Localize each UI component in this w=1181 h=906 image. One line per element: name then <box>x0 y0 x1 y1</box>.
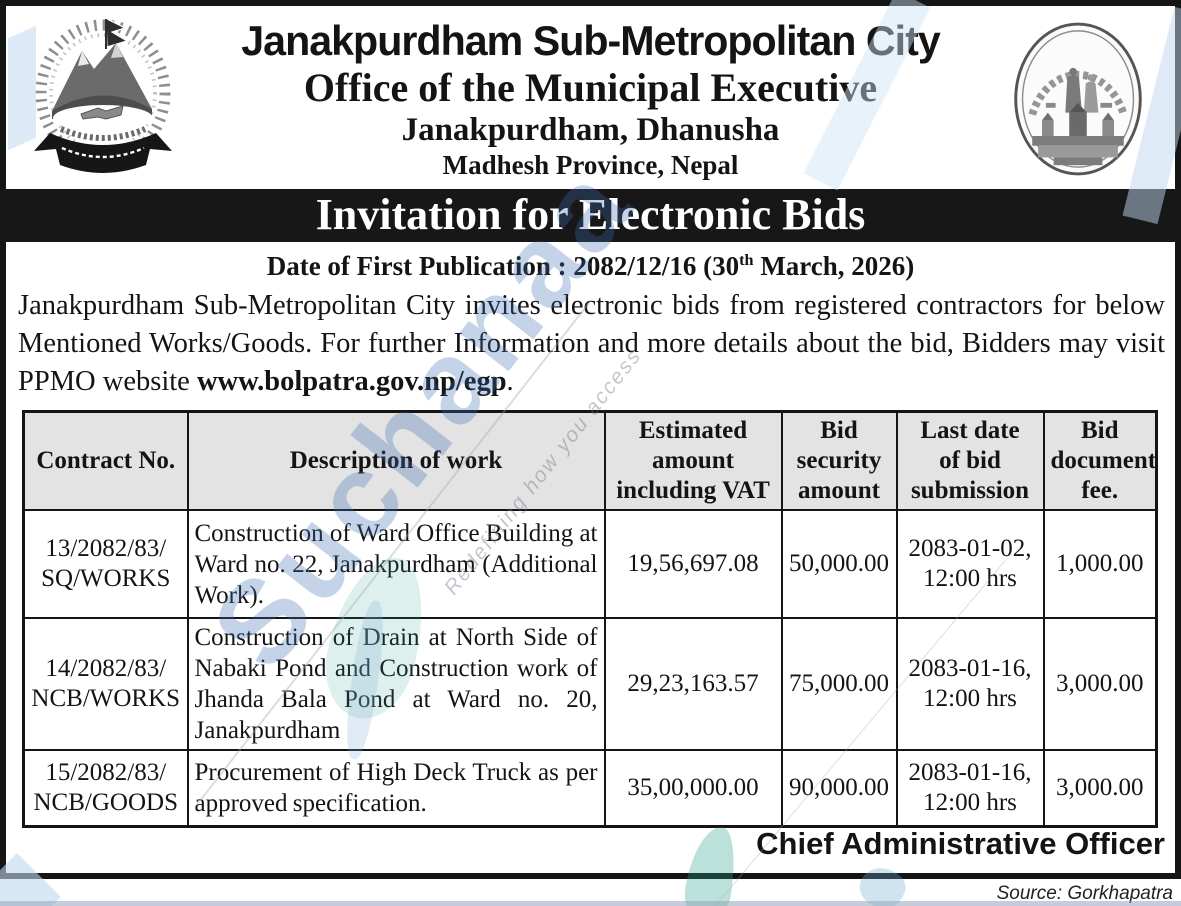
last-date-cell: 2083-01-02, 12:00 hrs <box>895 509 1045 619</box>
nepal-coat-of-arms-logo <box>24 14 182 184</box>
nepal-coat-of-arms-icon <box>34 17 172 173</box>
col-header-estimated-amount: Estimated amount including VAT <box>603 410 783 511</box>
bid-security-cell: 50,000.00 <box>780 509 898 619</box>
document-fee-cell: 3,000.00 <box>1042 617 1158 751</box>
header-titles: Janakpurdham Sub-Metropolitan City Offic… <box>182 15 999 182</box>
signature-line: Chief Administrative Officer <box>756 825 1165 861</box>
estimated-amount-cell: 35,00,000.00 <box>603 749 783 827</box>
table-row: 14/2082/83/ NCB/WORKS Construction of Dr… <box>22 617 1158 751</box>
province-line: Madhesh Province, Nepal <box>442 150 739 180</box>
notice-border-frame <box>0 0 1181 879</box>
contract-no-cell: 13/2082/83/ SQ/WORKS <box>22 509 189 619</box>
municipal-seal-logo <box>999 14 1157 184</box>
contract-no-cell: 14/2082/83/ NCB/WORKS <box>22 617 189 751</box>
notice-body: Date of First Publication : 2082/12/16 (… <box>6 242 1175 861</box>
table-row: 15/2082/83/ NCB/GOODS Procurement of Hig… <box>22 749 1158 827</box>
notice-title: Invitation for Electronic Bids <box>315 190 866 239</box>
description-cell: Construction of Drain at North Side of N… <box>186 617 606 751</box>
publication-date-suffix: March, 2026) <box>753 251 915 281</box>
bid-table: Contract No. Description of work Estimat… <box>22 410 1158 828</box>
janakpurdham-municipal-seal-icon <box>1014 22 1142 175</box>
paragraph-text: Janakpurdham Sub-Metropolitan City invit… <box>18 290 1165 397</box>
description-cell: Construction of Ward Office Building at … <box>186 509 606 619</box>
estimated-amount-cell: 19,56,697.08 <box>603 509 783 619</box>
publication-date-prefix: Date of First Publication : 2082/12/16 (… <box>266 251 740 281</box>
paragraph-period: . <box>506 366 514 397</box>
bid-security-cell: 90,000.00 <box>780 749 898 827</box>
city-line: Janakpurdham, Dhanusha <box>401 112 780 148</box>
last-date-cell: 2083-01-16, 12:00 hrs <box>895 617 1045 751</box>
col-header-document-fee: Bid document fee. <box>1042 410 1158 511</box>
estimated-amount-cell: 29,23,163.57 <box>603 617 783 751</box>
publication-date-ordinal: th <box>739 251 754 269</box>
bid-table-header-row: Contract No. Description of work Estimat… <box>22 410 1158 511</box>
col-header-contract-no: Contract No. <box>22 410 189 511</box>
col-header-bid-security: Bid security amount <box>780 410 898 511</box>
col-header-description: Description of work <box>186 410 606 511</box>
table-row: 13/2082/83/ SQ/WORKS Construction of War… <box>22 509 1158 619</box>
col-header-last-date: Last date of bid submission <box>895 410 1045 511</box>
contract-no-cell: 15/2082/83/ NCB/GOODS <box>22 749 189 827</box>
notice-paragraph: Janakpurdham Sub-Metropolitan City invit… <box>18 287 1165 401</box>
ppmo-website-url: www.bolpatra.gov.np/egp <box>196 366 507 397</box>
publication-date-line: Date of First Publication : 2082/12/16 (… <box>6 251 1175 282</box>
notice-header: Janakpurdham Sub-Metropolitan City Offic… <box>6 6 1175 189</box>
notice-title-banner: Invitation for Electronic Bids <box>0 189 1181 242</box>
document-fee-cell: 3,000.00 <box>1042 749 1158 827</box>
description-cell: Procurement of High Deck Truck as per ap… <box>186 749 606 827</box>
document-fee-cell: 1,000.00 <box>1042 509 1158 619</box>
last-date-cell: 2083-01-16, 12:00 hrs <box>895 749 1045 827</box>
office-name: Office of the Municipal Executive <box>303 65 878 110</box>
bid-security-cell: 75,000.00 <box>780 617 898 751</box>
source-credit: Source: Gorkhapatra <box>996 883 1173 904</box>
org-name: Janakpurdham Sub-Metropolitan City <box>241 17 940 64</box>
